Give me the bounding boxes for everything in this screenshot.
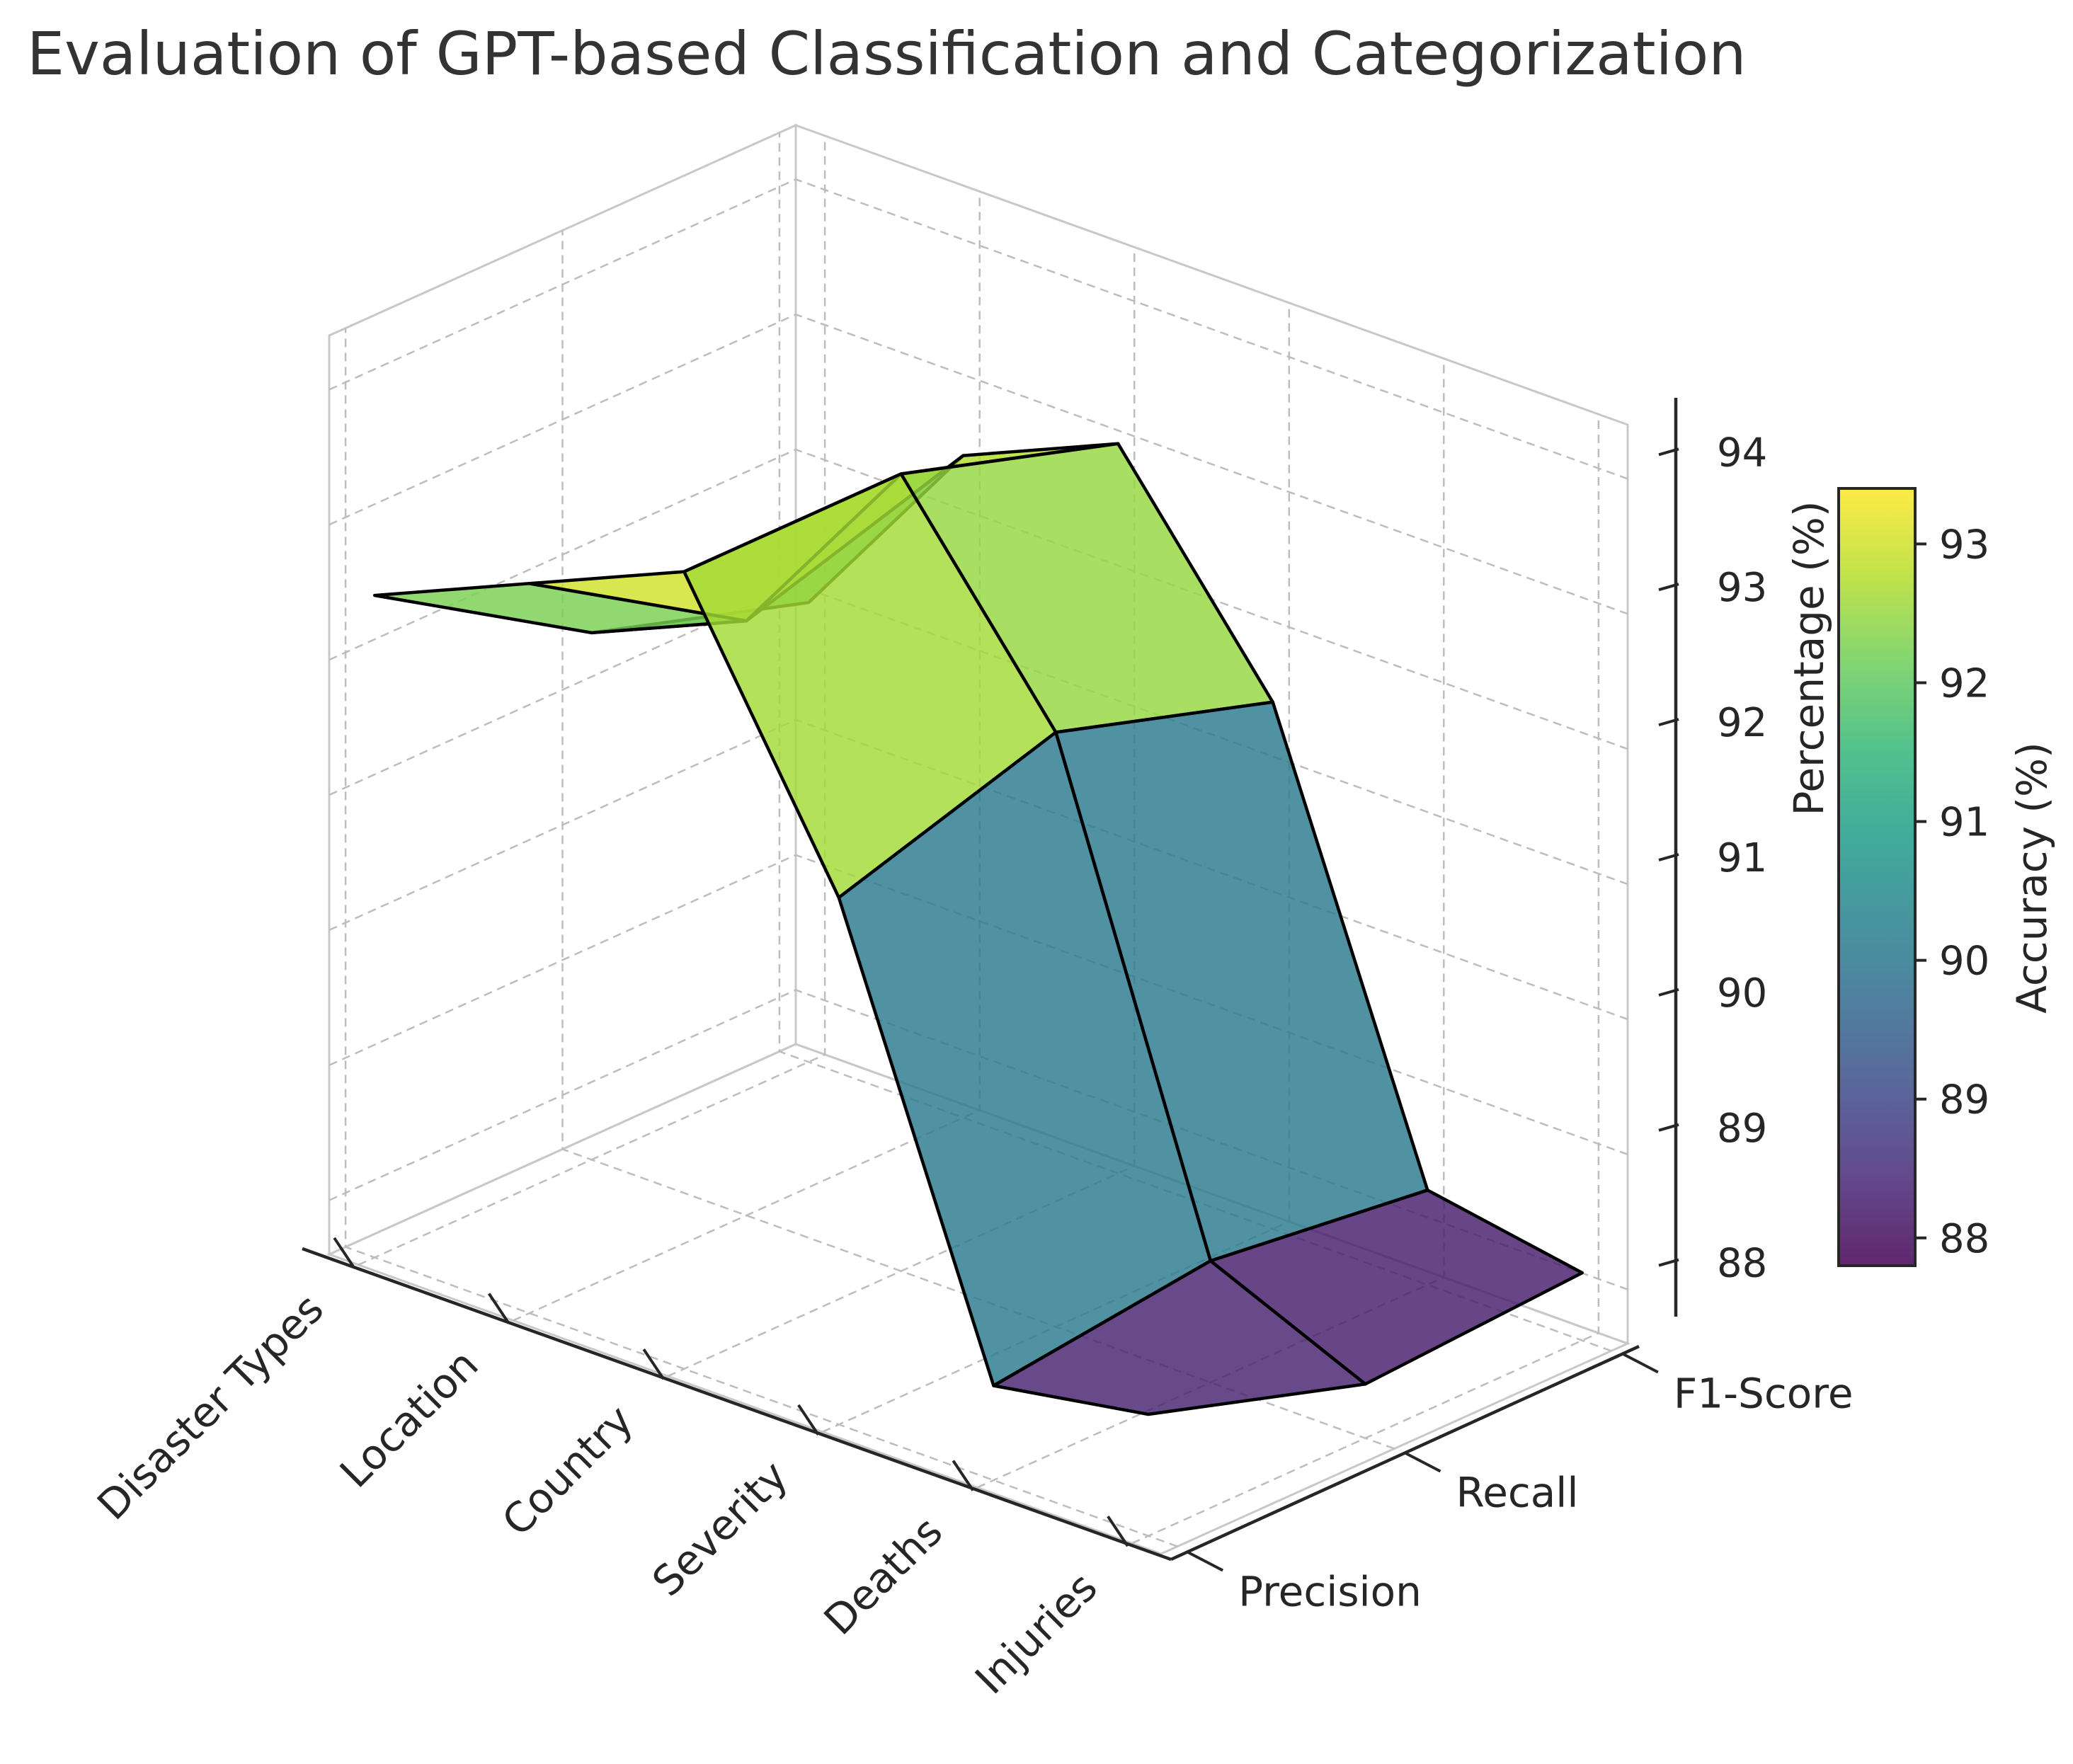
x-tick-label: Location bbox=[331, 1340, 488, 1497]
colorbar-tick-label: 90 bbox=[1939, 939, 1989, 985]
z-grid-line bbox=[329, 989, 1628, 1290]
z-tick-label: 91 bbox=[1717, 835, 1767, 881]
y-tick-label: Precision bbox=[1238, 1567, 1422, 1615]
z-tick-mark bbox=[1658, 987, 1679, 997]
x-tick-mark bbox=[952, 1460, 974, 1491]
z-tick-label: 92 bbox=[1717, 700, 1767, 746]
z-tick-label: 90 bbox=[1717, 970, 1767, 1016]
z-tick-mark bbox=[1658, 718, 1679, 727]
z-grid-line bbox=[329, 178, 1628, 480]
colorbar-tick-label: 91 bbox=[1939, 800, 1989, 846]
x-tick-label: Severity bbox=[643, 1452, 796, 1605]
y-tick-label: F1-Score bbox=[1674, 1370, 1854, 1418]
z-axis-label: Percentage (%) bbox=[1785, 500, 1833, 815]
z-tick-mark bbox=[1658, 447, 1679, 457]
chart-title: Evaluation of GPT-based Classification a… bbox=[27, 19, 1747, 88]
z-tick-mark bbox=[1658, 1258, 1679, 1267]
x-tick-label: Disaster Types bbox=[88, 1285, 333, 1530]
z-grid-line bbox=[329, 854, 1628, 1155]
x-tick-label: Deaths bbox=[815, 1507, 952, 1644]
y-grid-line bbox=[778, 132, 1612, 1352]
x-tick-label: Injuries bbox=[966, 1563, 1106, 1703]
y-tick-mark bbox=[1404, 1451, 1441, 1473]
axes bbox=[302, 398, 1679, 1572]
x-tick-label: Country bbox=[493, 1396, 642, 1545]
colorbar: 88 89 90 91 92 93 Accuracy (%) bbox=[1837, 487, 2056, 1267]
y-grid-line bbox=[344, 328, 1178, 1547]
z-tick-mark bbox=[1658, 583, 1679, 592]
x-axis-line bbox=[302, 1247, 1172, 1562]
x-tick-mark bbox=[642, 1348, 665, 1380]
z-tick-mark bbox=[1658, 1123, 1679, 1132]
surface bbox=[372, 442, 1584, 1416]
colorbar-tick-label: 88 bbox=[1939, 1216, 1989, 1262]
x-tick-mark bbox=[488, 1293, 510, 1324]
z-tick-mark bbox=[1658, 853, 1679, 861]
colorbar-label: Accuracy (%) bbox=[2008, 742, 2056, 1014]
colorbar-tick-label: 93 bbox=[1939, 522, 1989, 568]
y-tick-label: Recall bbox=[1456, 1469, 1579, 1517]
z-tick-label: 89 bbox=[1717, 1106, 1767, 1152]
x-tick-mark bbox=[797, 1404, 820, 1436]
z-tick-label: 88 bbox=[1717, 1241, 1767, 1287]
z-grid-line bbox=[329, 313, 1628, 615]
colorbar-tick-label: 92 bbox=[1939, 661, 1989, 707]
y-tick-mark bbox=[1187, 1550, 1224, 1572]
x-grid-line bbox=[1131, 414, 1600, 1545]
surface-quad bbox=[992, 1259, 1367, 1416]
colorbar-bar bbox=[1837, 487, 1917, 1267]
x-tick-mark bbox=[1107, 1516, 1129, 1547]
x-grid-line bbox=[358, 135, 826, 1266]
y-tick-mark bbox=[1621, 1352, 1659, 1374]
y-grid-line bbox=[561, 230, 1395, 1450]
x-tick-mark bbox=[333, 1237, 355, 1268]
colorbar-tick-label: 89 bbox=[1939, 1077, 1989, 1123]
z-tick-label: 94 bbox=[1717, 430, 1767, 476]
z-tick-label: 93 bbox=[1717, 565, 1767, 611]
